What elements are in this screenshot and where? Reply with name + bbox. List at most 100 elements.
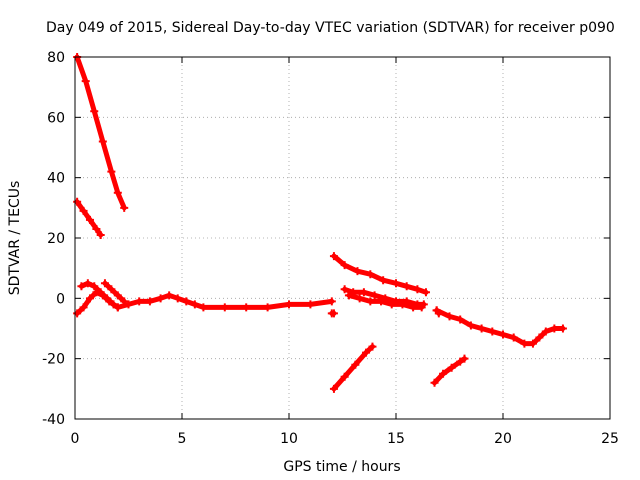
series-line — [434, 307, 566, 347]
data-point — [173, 294, 182, 303]
data-point — [430, 378, 439, 387]
data-point — [409, 303, 418, 312]
y-tick-label: 20 — [47, 231, 65, 247]
y-tick-label: -40 — [42, 412, 65, 428]
data-point — [306, 300, 315, 309]
chart-title: Day 049 of 2015, Sidereal Day-to-day VTE… — [46, 20, 615, 36]
series-track-12 — [327, 309, 338, 318]
data-point — [434, 309, 443, 318]
data-point — [351, 360, 360, 369]
data-point — [100, 279, 109, 288]
data-point — [370, 291, 379, 300]
data-point — [439, 369, 448, 378]
x-axis-label: GPS time / hours — [283, 459, 400, 475]
data-point — [379, 276, 388, 285]
series-track-2 — [73, 197, 105, 239]
series-track-5 — [100, 279, 129, 306]
data-point — [327, 297, 336, 306]
x-tick-label: 20 — [494, 431, 512, 447]
data-point — [107, 167, 116, 176]
series-track-8 — [344, 291, 426, 312]
data-point — [135, 297, 144, 306]
data-point — [456, 315, 465, 324]
y-tick-label: 0 — [56, 291, 65, 307]
y-axis-label: SDTVAR / TECUs — [7, 181, 23, 296]
data-point — [98, 137, 107, 146]
data-point — [509, 333, 518, 342]
data-point — [340, 261, 349, 270]
data-point — [447, 363, 456, 372]
data-point — [190, 300, 199, 309]
data-point — [90, 107, 99, 116]
series-line — [74, 54, 127, 211]
data-point — [488, 327, 497, 336]
x-tick-label: 10 — [280, 431, 298, 447]
data-point — [90, 282, 99, 291]
data-point — [199, 303, 208, 312]
data-point — [96, 230, 105, 239]
data-point — [520, 339, 529, 348]
series-track-6 — [329, 252, 430, 297]
y-tick-label: 40 — [47, 171, 65, 187]
data-point — [366, 270, 375, 279]
data-point — [109, 300, 118, 309]
data-point — [466, 321, 475, 330]
data-point — [413, 285, 422, 294]
data-point — [329, 252, 338, 261]
data-point — [528, 339, 537, 348]
data-point — [113, 188, 122, 197]
x-tick-label: 15 — [387, 431, 405, 447]
series-track-1 — [73, 53, 129, 212]
data-point — [145, 297, 154, 306]
data-point — [362, 348, 371, 357]
data-point — [73, 309, 82, 318]
data-point — [120, 203, 129, 212]
data-point — [460, 354, 469, 363]
data-point — [541, 327, 550, 336]
data-point — [107, 285, 116, 294]
series-track-9 — [329, 342, 377, 393]
data-point — [445, 312, 454, 321]
y-tick-label: -20 — [42, 352, 65, 368]
data-point — [329, 384, 338, 393]
data-point — [263, 303, 272, 312]
series-track-13 — [432, 306, 443, 318]
plot-frame — [74, 56, 611, 420]
series-track-10 — [430, 354, 469, 387]
x-tick-label: 25 — [601, 431, 619, 447]
data-point — [340, 372, 349, 381]
data-point — [477, 324, 486, 333]
data-series — [73, 53, 567, 393]
data-point — [535, 333, 544, 342]
data-point — [103, 294, 112, 303]
data-point — [96, 288, 105, 297]
data-point — [377, 297, 386, 306]
data-point — [421, 288, 430, 297]
data-point — [120, 297, 129, 306]
series-track-4 — [77, 279, 122, 312]
grid-lines — [75, 57, 610, 419]
x-tick-labels: 0 5 10 15 20 25 — [71, 431, 619, 447]
data-point — [113, 291, 122, 300]
data-point — [81, 77, 90, 86]
y-tick-label: 60 — [47, 110, 65, 126]
data-point — [77, 282, 86, 291]
data-point — [220, 303, 229, 312]
data-point — [499, 330, 507, 339]
x-tick-label: 0 — [71, 431, 80, 447]
data-point — [398, 300, 407, 309]
data-point — [340, 285, 349, 294]
data-point — [366, 297, 375, 306]
data-point — [359, 288, 368, 297]
data-point — [456, 357, 465, 366]
data-point — [83, 279, 92, 288]
series-track-11 — [432, 306, 567, 348]
data-point — [558, 324, 567, 333]
data-point — [124, 300, 133, 309]
series-line — [102, 280, 127, 304]
data-point — [402, 282, 411, 291]
data-point — [344, 291, 353, 300]
data-point — [353, 267, 362, 276]
data-point — [156, 294, 165, 303]
